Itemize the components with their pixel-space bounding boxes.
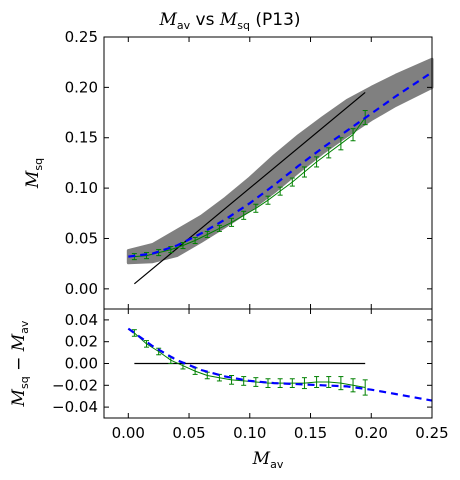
- title-tail: (P13): [250, 10, 301, 30]
- upper-axes: 0.00 0.05 0.10 0.15 0.20 0.25: [65, 28, 433, 310]
- fit-curve: [128, 71, 433, 258]
- x-tick-label: 0.10: [233, 424, 266, 442]
- x-axis-label: Mav: [252, 449, 284, 471]
- lower-panel: 0.00 0.05 0.10 0.15 0.20 0.25−0.04−0.020.000.…: [9, 308, 449, 471]
- y-tick-label: −0.02: [52, 376, 98, 394]
- x-tick-label: 0.20: [355, 424, 388, 442]
- upper-panel: 0.00 0.05 0.10 0.15 0.20 0.25 Msq: [23, 28, 434, 310]
- y-tick-label: 0.05: [65, 229, 98, 247]
- errorbars: [131, 110, 368, 261]
- reference-line: [133, 91, 366, 285]
- lower-axes: 0.00 0.05 0.10 0.15 0.20 0.25 −0.04 −0.02 0.00 0.…: [52, 308, 449, 442]
- y-tick-label: 0.00: [65, 355, 98, 373]
- ylabel-sub: sq: [32, 158, 45, 171]
- ylabel-symbol: M: [23, 170, 43, 189]
- fit-curve: [127, 327, 433, 402]
- ylabel-minus: −: [9, 351, 29, 376]
- fit-curve-line: [127, 327, 433, 402]
- title-symbol-a: M: [158, 10, 177, 30]
- y-tick-label: 0.20: [65, 78, 98, 96]
- y-tick-label: 0.10: [65, 179, 98, 197]
- x-tick-label: 0.00: [112, 424, 145, 442]
- y-tick-label: 0.02: [65, 333, 98, 351]
- y-tick-label: 0.25: [65, 28, 98, 46]
- ylabel-symbol-a: M: [9, 388, 29, 407]
- errorbar-connector: [134, 117, 366, 258]
- title-sub-a: av: [177, 19, 191, 32]
- y-axis-label: Msq: [23, 158, 45, 189]
- xlabel-symbol: M: [252, 449, 271, 469]
- x-tick-label: 0.25: [415, 424, 448, 442]
- fit-curve-line: [128, 71, 433, 258]
- y-tick-label: −0.04: [52, 398, 98, 416]
- y-tick-label: 0.04: [65, 311, 98, 329]
- x-tick-label: 0.05: [172, 424, 205, 442]
- chart-title: Mav vs Msq (P13): [158, 10, 300, 32]
- y-tick-label: 0.00: [65, 280, 98, 298]
- x-tick-label: 0.15: [294, 424, 327, 442]
- reference-line-segment: [133, 91, 366, 285]
- y-axis-label: Msq − Mav: [9, 320, 31, 407]
- ylabel-sub-a: sq: [18, 376, 31, 389]
- y-tick-label: 0.15: [65, 129, 98, 147]
- title-mid: vs: [190, 10, 220, 30]
- ylabel-sub-b: av: [18, 320, 31, 334]
- title-symbol-b: M: [219, 10, 238, 30]
- ylabel-symbol-b: M: [9, 333, 29, 352]
- title-sub-b: sq: [237, 19, 250, 32]
- xlabel-sub: av: [270, 458, 284, 471]
